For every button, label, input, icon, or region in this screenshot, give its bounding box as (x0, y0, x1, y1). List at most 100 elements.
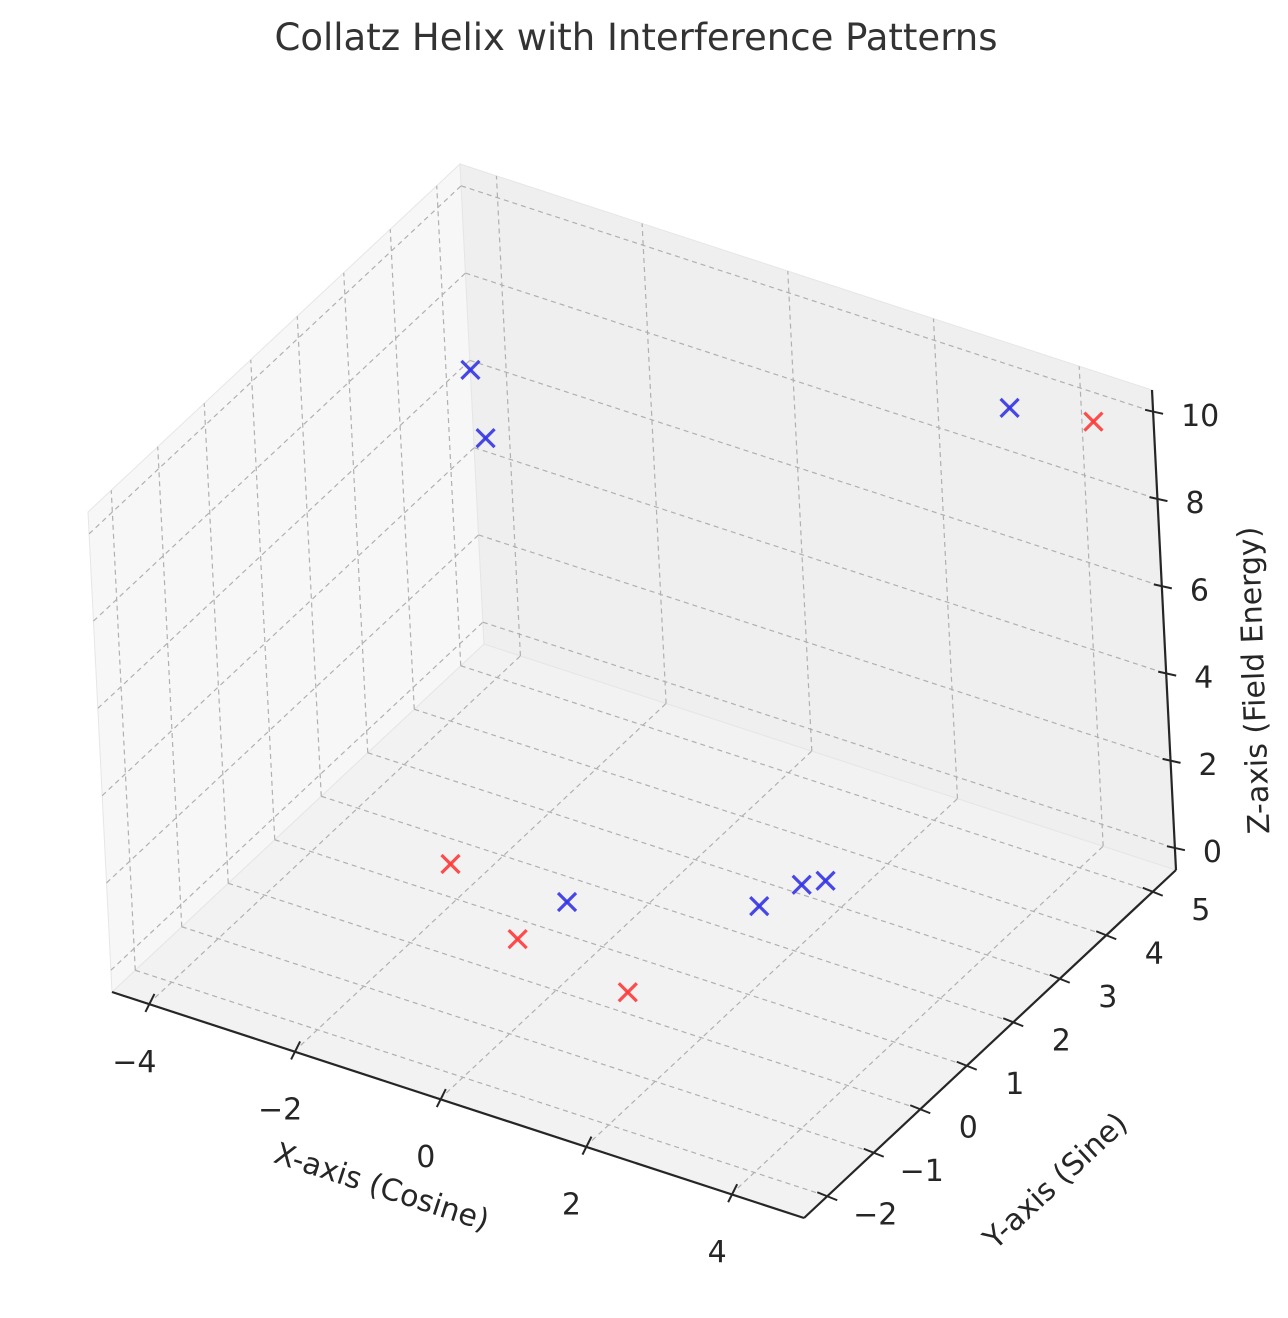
data-point-marker (460, 359, 481, 381)
grid-line-z-left (93, 272, 466, 622)
x-tick-mark (435, 1088, 447, 1108)
grid-line-y-left (250, 359, 276, 840)
y-tick-mark (863, 1147, 885, 1158)
marker-stroke (617, 982, 638, 1003)
data-points (440, 359, 1104, 1003)
marker-stroke (999, 397, 1020, 419)
z-tick-mark (1144, 408, 1164, 415)
z-tick-label: 6 (1190, 573, 1209, 608)
axis-lines (111, 389, 1178, 1220)
grid-line-y-floor (367, 752, 1060, 980)
data-point-marker (440, 853, 461, 875)
marker-stroke (556, 891, 578, 913)
y-axis-line (803, 869, 1177, 1219)
z-axis-label: Z-axis (Field Energy) (1232, 526, 1278, 835)
grid-line-y-floor (228, 882, 921, 1110)
grid-line-z-left (101, 447, 475, 797)
x-tick-mark (581, 1136, 593, 1156)
grid-line-x-floor (439, 750, 813, 1100)
grid-line-y-left (389, 229, 415, 710)
grid-line-z-back (482, 621, 1176, 849)
data-point-marker (617, 982, 638, 1003)
grid-line-y-floor (460, 665, 1153, 893)
grid-lines (88, 175, 1176, 1197)
grid-line-z-left (110, 621, 484, 971)
marker-stroke (475, 427, 496, 449)
z-tick-mark (1149, 496, 1168, 503)
grid-line-y-left (157, 446, 183, 927)
x-tick-label: 4 (708, 1235, 727, 1270)
z-tick-mark (1162, 757, 1181, 764)
x-tick-label: 0 (416, 1140, 435, 1175)
y-tick-mark (1002, 1017, 1024, 1028)
data-point-marker (749, 895, 770, 917)
grid-line-x-floor (585, 798, 958, 1148)
grid-line-y-floor (321, 795, 1014, 1023)
y-tick-mark (1095, 930, 1117, 941)
grid-line-x-floor (730, 845, 1104, 1195)
marker-stroke (815, 870, 836, 891)
data-point-marker (507, 929, 528, 950)
grid-line-y-floor (135, 969, 828, 1197)
x-tick-mark (727, 1183, 739, 1203)
grid-line-z-back (473, 447, 1167, 675)
y-tick-label: 2 (1052, 1023, 1071, 1058)
grid-line-y-left (343, 272, 369, 753)
grid-line-y-floor (274, 839, 967, 1067)
grid-line-x-back (1078, 366, 1104, 847)
y-tick-label: 3 (1098, 980, 1117, 1015)
data-point-marker (1083, 411, 1104, 432)
y-tick-label: −2 (853, 1197, 897, 1232)
data-point-marker (475, 427, 496, 449)
data-point-marker (999, 397, 1020, 419)
z-tick-label: 10 (1181, 399, 1219, 434)
x-tick-label: −2 (258, 1092, 302, 1127)
chart-title: Collatz Helix with Interference Patterns (275, 16, 998, 59)
data-point-marker (556, 891, 578, 913)
marker-stroke (791, 874, 812, 895)
marker-stroke (1083, 411, 1104, 432)
y-tick-mark (956, 1060, 978, 1071)
data-point-marker (815, 870, 836, 891)
y-tick-label: 1 (1005, 1067, 1024, 1102)
grid-line-z-left (97, 359, 471, 709)
grid-line-z-left (106, 534, 479, 884)
grid-line-x-floor (148, 655, 521, 1005)
grid-line-y-left (296, 316, 322, 797)
x-tick-mark (144, 993, 156, 1013)
marker-stroke (460, 359, 481, 381)
x-tick-label: −4 (112, 1045, 156, 1080)
x-tick-label: 2 (562, 1188, 581, 1223)
x-tick-mark (290, 1041, 301, 1060)
y-tick-mark (816, 1191, 838, 1202)
y-tick-mark (909, 1104, 931, 1115)
x-axis-label: X-axis (Cosine) (270, 1136, 494, 1238)
grid-line-z-back (460, 185, 1154, 413)
grid-line-z-back (469, 359, 1163, 587)
grid-line-z-left (88, 185, 462, 535)
y-tick-mark (1142, 886, 1164, 897)
x-axis-line (111, 990, 805, 1220)
z-tick-label: 2 (1199, 748, 1218, 783)
grid-line-x-floor (293, 703, 667, 1052)
grid-line-x-back (495, 175, 522, 656)
y-tick-label: −1 (900, 1154, 944, 1189)
z-tick-label: 0 (1203, 835, 1222, 870)
grid-line-y-floor (414, 708, 1107, 936)
marker-stroke (440, 853, 461, 875)
grid-line-x-back (787, 271, 813, 752)
grid-line-y-left (110, 490, 136, 971)
z-tick-mark (1157, 670, 1177, 677)
grid-line-z-back (478, 534, 1171, 762)
y-tick-mark (1049, 973, 1071, 984)
axes-panes (87, 162, 1177, 1219)
grid-line-y-floor (181, 926, 874, 1154)
data-point-marker (791, 874, 812, 895)
z-axis-line (1150, 389, 1178, 871)
grid-line-z-back (465, 272, 1158, 500)
y-tick-label: 4 (1145, 936, 1164, 971)
y-tick-label: 0 (959, 1110, 978, 1145)
